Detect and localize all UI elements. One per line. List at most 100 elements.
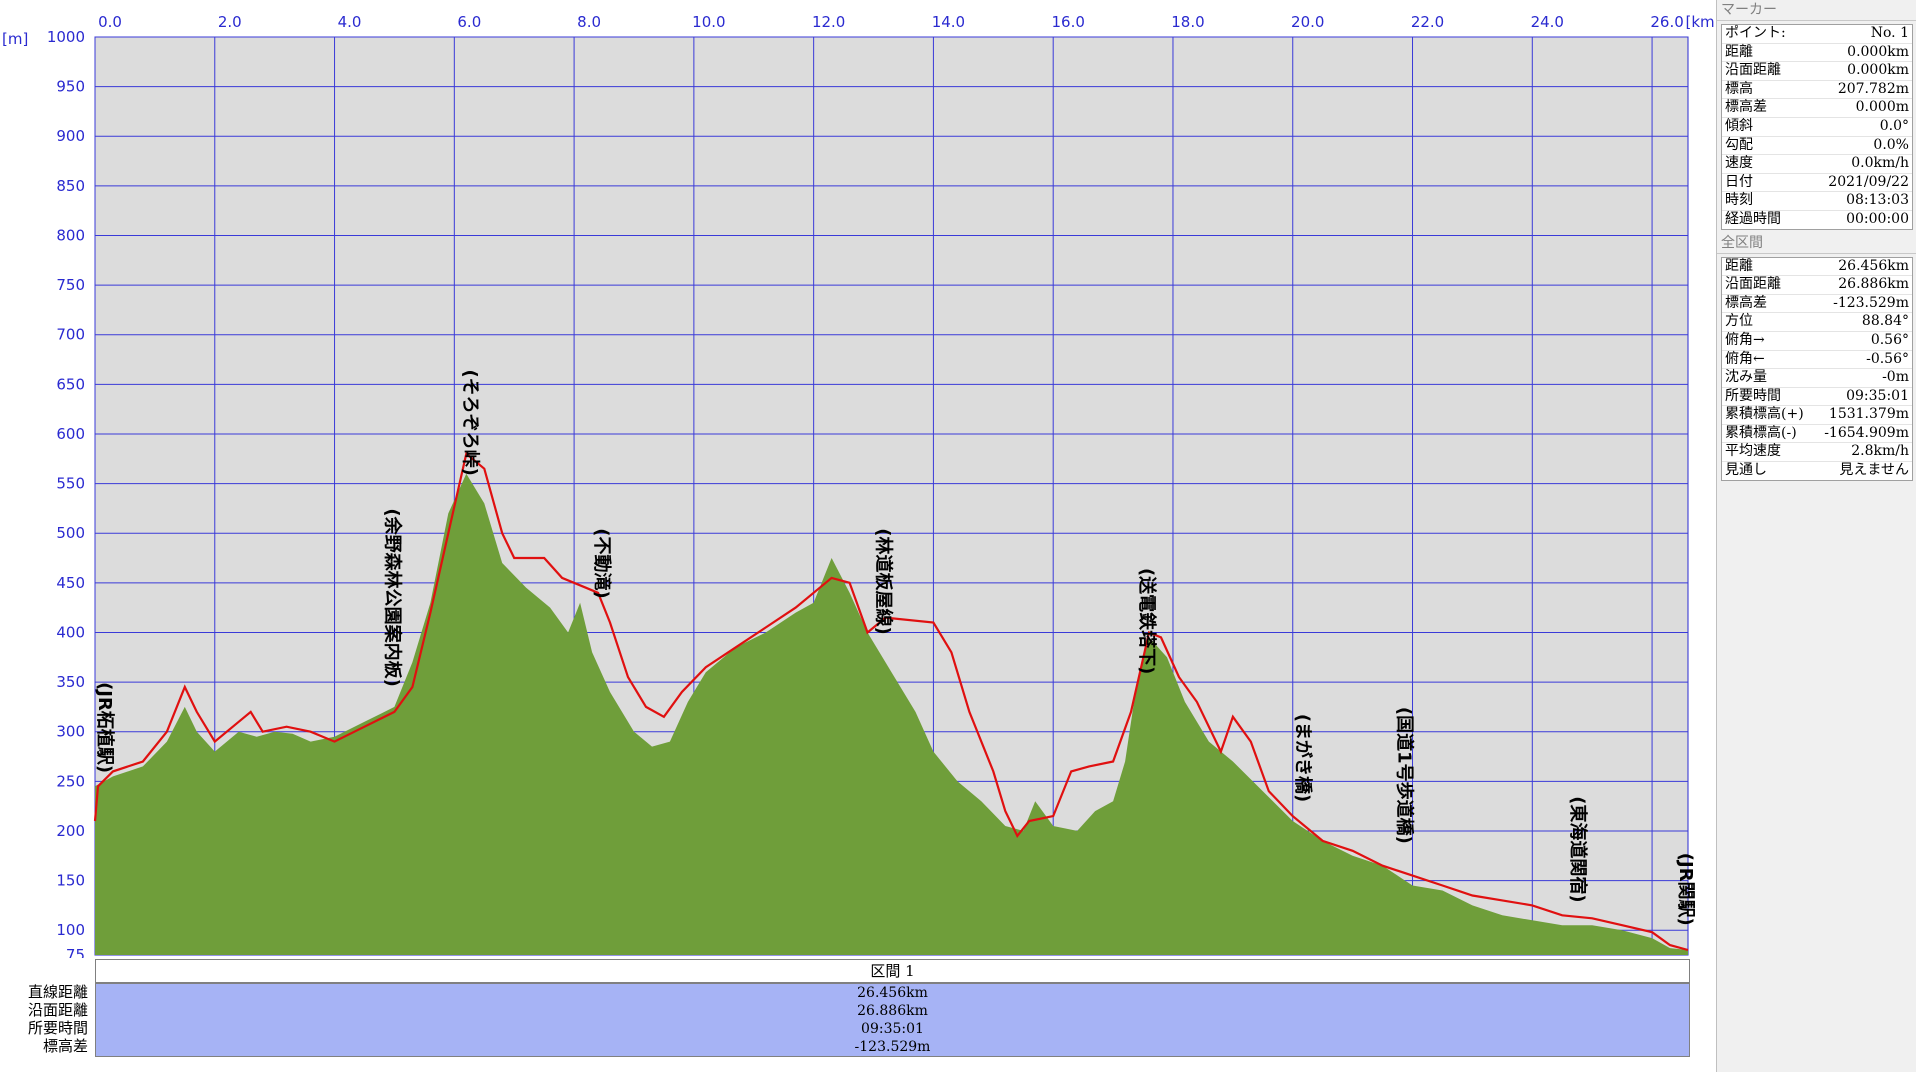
section-value-elev: -123.529m [854,1039,931,1055]
x-tick-label: 12.0 [812,13,845,31]
marker-row-label: 距離 [1725,43,1753,60]
info-side-panel: マーカー ポイント: No. 1 距離 0.000km 沿面距離 0.000km 標高 207… [1716,0,1916,1072]
marker-row: 距離 0.000km [1722,44,1912,63]
total-row-value: 26.456km [1838,257,1909,274]
marker-row-label: ポイント: [1725,25,1786,41]
total-row-label: 沿面距離 [1725,276,1781,293]
total-row-label: 標高差 [1725,294,1767,311]
y-tick-label: 500 [56,524,85,542]
x-tick-label: 24.0 [1531,13,1564,31]
marker-row-label: 標高 [1725,80,1753,97]
total-row-value: -0m [1882,369,1909,386]
marker-row-label: 日付 [1725,173,1753,190]
marker-row-label: 経過時間 [1725,210,1781,227]
x-tick-label: 8.0 [577,13,601,31]
total-row: 俯角← -0.56° [1722,351,1912,370]
elevation-chart-area: 0.0 2.0 4.0 6.0 8.0 10.0 12.0 14.0 16.0 18.0 20.0 2… [0,0,1716,958]
section-header[interactable]: 区間 1 [95,959,1690,983]
y-tick-label: 400 [56,623,85,641]
marker-row-label: 勾配 [1725,136,1753,153]
y-tick-label: 350 [56,673,85,691]
y-tick-label: 550 [56,475,85,493]
section-labels: 直線距離 沿面距離 所要時間 標高差 [0,983,88,1055]
marker-row-label: 標高差 [1725,99,1767,116]
marker-row: 経過時間 00:00:00 [1722,211,1912,229]
total-row-label: 方位 [1725,313,1753,330]
marker-row-value: 0.000km [1847,43,1909,60]
total-row: 見通し 見えません [1722,462,1912,480]
marker-row-value: 207.782m [1837,80,1909,97]
total-row-value: 1531.379m [1828,406,1909,423]
total-info-box: 距離 26.456km 沿面距離 26.886km 標高差 -123.529m 方位 88.8… [1721,256,1913,481]
total-panel-header: 全区間 [1717,232,1916,254]
marker-row-value: 08:13:03 [1846,192,1909,209]
total-row-label: 見通し [1725,462,1767,479]
total-row-value: -0.56° [1866,350,1909,367]
total-row-label: 俯角← [1725,350,1765,367]
elevation-profile-chart[interactable]: 0.0 2.0 4.0 6.0 8.0 10.0 12.0 14.0 16.0 18.0 20.0 2… [0,0,1716,958]
y-tick-label: 1000 [47,28,85,46]
marker-row: 標高 207.782m [1722,81,1912,100]
x-unit-label: [km] [1685,13,1716,31]
ground-elevation-area [95,473,1688,955]
total-row: 累積標高(+) 1531.379m [1722,406,1912,425]
total-row: 標高差 -123.529m [1722,295,1912,314]
y-tick-label: 250 [56,772,85,790]
y-tick-label: 950 [56,78,85,96]
marker-row-value: 0.000km [1847,62,1909,79]
x-tick-label: 4.0 [338,13,362,31]
y-tick-label: 200 [56,822,85,840]
marker-row-label: 速度 [1725,155,1753,172]
x-tick-label: 26.0 [1650,13,1683,31]
total-row: 沈み量 -0m [1722,369,1912,388]
total-row-value: 26.886km [1838,276,1909,293]
marker-row-label: 時刻 [1725,192,1753,209]
y-tick-label: 450 [56,574,85,592]
y-tick-label: 750 [56,276,85,294]
section-value-time: 09:35:01 [861,1021,924,1037]
waypoint-label: (余野森林公園案内板) [381,508,403,686]
marker-row-value: 2021/09/22 [1828,173,1909,190]
section-label-surface: 沿面距離 [27,1001,88,1019]
x-tick-label: 20.0 [1291,13,1324,31]
total-row-value: 88.84° [1861,313,1909,330]
marker-row: 速度 0.0km/h [1722,155,1912,174]
total-row-label: 俯角→ [1725,331,1765,348]
waypoint-label: (JR柘植駅) [94,682,116,773]
total-row-label: 平均速度 [1725,443,1781,460]
section-summary[interactable]: 26.456km 26.886km 09:35:01 -123.529m [95,983,1690,1057]
section-value-straight: 26.456km [857,985,928,1001]
x-tick-label: 18.0 [1171,13,1204,31]
x-tick-label: 16.0 [1051,13,1084,31]
y-tick-label: 600 [56,425,85,443]
total-row-value: 2.8km/h [1851,443,1909,460]
y-tick-label: 650 [56,375,85,393]
y-tick-label: 850 [56,177,85,195]
x-tick-label: 2.0 [218,13,242,31]
track-elevation-line [93,451,1689,952]
x-tick-label: 14.0 [932,13,965,31]
marker-row: ポイント: No. 1 [1722,25,1912,44]
total-row: 俯角→ 0.56° [1722,332,1912,351]
total-row: 方位 88.84° [1722,313,1912,332]
waypoint-label: (送電鉄塔下) [1136,568,1158,674]
total-row-label: 所要時間 [1725,387,1781,404]
waypoint-label: (不動滝) [591,528,613,598]
marker-row: 時刻 08:13:03 [1722,192,1912,211]
marker-row: 日付 2021/09/22 [1722,174,1912,193]
waypoint-label: (JR関駅) [1675,853,1696,926]
marker-row: 傾斜 0.0° [1722,118,1912,137]
marker-row: 勾配 0.0% [1722,137,1912,156]
waypoint-label: (国道1号歩道橋) [1394,707,1416,844]
total-row-value: 見えません [1839,462,1909,479]
total-row-value: -123.529m [1833,294,1909,311]
y-tick-label: 100 [56,921,85,939]
marker-row-value: No. 1 [1870,25,1909,41]
total-row-label: 累積標高(-) [1725,424,1797,441]
y-tick-label: 75 [66,946,85,958]
marker-row-value: 0.0km/h [1851,155,1909,172]
marker-row-value: 0.000m [1855,99,1909,116]
x-tick-label: 10.0 [692,13,725,31]
section-label-straight: 直線距離 [27,983,88,1001]
y-tick-label: 300 [56,723,85,741]
